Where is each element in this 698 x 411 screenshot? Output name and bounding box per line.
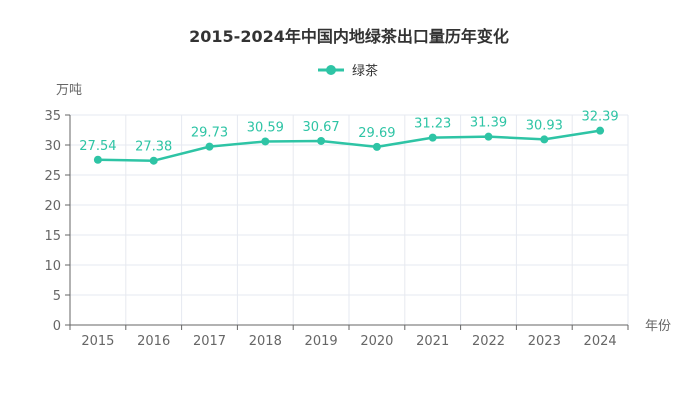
y-tick-labels: 0 5 10 15 20 25 30 35 (44, 109, 61, 334)
data-label: 31.39 (470, 116, 507, 131)
axes (65, 114, 629, 330)
y-tick-label: 20 (44, 199, 61, 214)
x-axis-label: 年份 (645, 319, 671, 334)
chart-title: 2015-2024年中国内地绿茶出口量历年变化 (189, 27, 509, 46)
data-point[interactable] (484, 132, 493, 141)
data-label: 27.38 (135, 140, 172, 155)
data-point[interactable] (540, 135, 549, 144)
grid-lines (70, 114, 629, 325)
data-label: 32.39 (581, 110, 618, 125)
data-point[interactable] (372, 142, 381, 151)
y-tick-label: 35 (44, 109, 61, 124)
legend[interactable]: 绿茶 (318, 63, 378, 79)
data-point[interactable] (596, 126, 605, 135)
y-tick-label: 0 (53, 319, 61, 334)
data-label: 30.59 (247, 120, 284, 135)
data-label: 31.23 (414, 117, 451, 132)
data-point[interactable] (317, 136, 326, 145)
x-tick-labels: 2015 2016 2017 2018 2019 2020 2021 2022 2023 2024 (81, 334, 616, 349)
x-tick-label: 2015 (81, 334, 114, 349)
x-tick-label: 2024 (584, 334, 617, 349)
data-point[interactable] (149, 156, 158, 165)
x-tick-label: 2018 (249, 334, 282, 349)
data-label: 29.69 (358, 126, 395, 141)
data-point[interactable] (93, 155, 102, 164)
y-tick-label: 15 (44, 229, 61, 244)
data-label: 30.67 (302, 120, 339, 135)
y-tick-label: 25 (44, 169, 61, 184)
y-axis-label: 万吨 (56, 83, 82, 98)
y-tick-label: 30 (44, 139, 61, 154)
data-point[interactable] (261, 137, 270, 146)
y-tick-label: 5 (53, 289, 61, 304)
data-points[interactable] (93, 126, 605, 165)
series-line-green-tea (97, 129, 601, 162)
series-line (97, 129, 601, 162)
data-labels: 27.54 27.38 29.73 30.59 30.67 29.69 31.23 31.39… (79, 110, 618, 155)
x-tick-label: 2022 (472, 334, 505, 349)
legend-marker-icon (326, 65, 336, 75)
data-label: 27.54 (79, 139, 116, 154)
data-label: 29.73 (191, 126, 228, 141)
x-tick-label: 2019 (305, 334, 338, 349)
data-point[interactable] (428, 133, 437, 142)
data-label: 30.93 (526, 118, 563, 133)
x-tick-label: 2020 (360, 334, 393, 349)
x-tick-label: 2017 (193, 334, 226, 349)
x-tick-label: 2021 (416, 334, 449, 349)
y-tick-label: 10 (44, 259, 61, 274)
data-point[interactable] (205, 142, 214, 151)
x-tick-label: 2023 (528, 334, 561, 349)
legend-label: 绿茶 (352, 63, 378, 79)
x-tick-label: 2016 (137, 334, 170, 349)
